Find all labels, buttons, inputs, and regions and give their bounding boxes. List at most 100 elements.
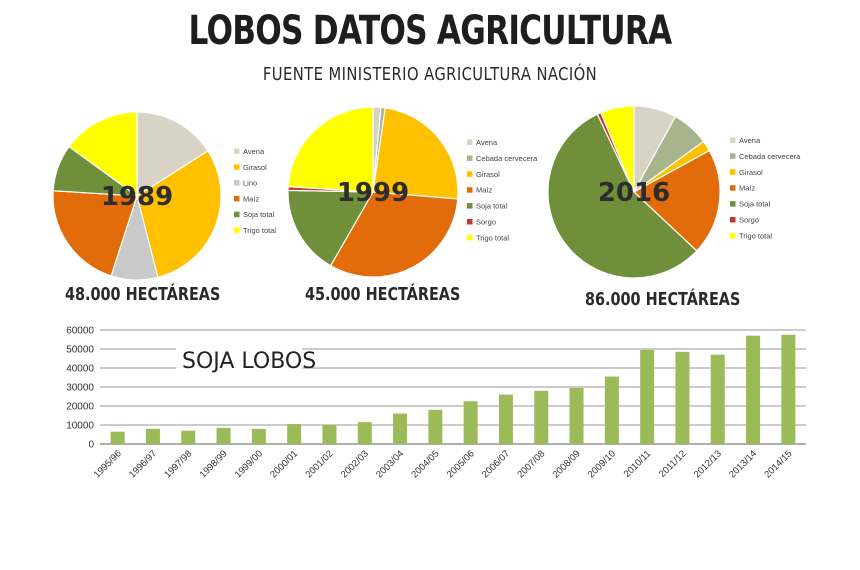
- x-tick-label: 2008/09: [551, 448, 583, 480]
- pie-year-label: 1989: [101, 182, 173, 212]
- legend-label-avena: Avena: [739, 136, 761, 145]
- bar-2000-01: [287, 424, 302, 444]
- pie-slice-avena: [136, 111, 209, 198]
- bar-2003-04: [393, 413, 408, 444]
- bar-1996-97: [145, 428, 160, 444]
- legend-label-soja-total: Soja total: [243, 210, 275, 219]
- legend-label-trigo-total: Trigo total: [739, 231, 772, 240]
- y-tick-label: 10000: [66, 421, 94, 432]
- bar-1998-99: [216, 427, 231, 444]
- x-tick-label: 2014/15: [762, 448, 794, 480]
- bar-2004-05: [428, 409, 443, 444]
- pie-caption-2016: 86.000 HECTÁREAS: [585, 289, 741, 310]
- x-tick-label: 2001/02: [304, 448, 336, 480]
- pie-caption-1999: 45.000 HECTÁREAS: [305, 284, 461, 305]
- x-tick-label: 2002/03: [339, 448, 371, 480]
- y-tick-label: 0: [88, 440, 94, 451]
- x-tick-label: 2004/05: [409, 448, 441, 480]
- x-tick-label: 2013/14: [727, 448, 759, 480]
- legend-swatch-avena: [467, 139, 473, 145]
- y-tick-label: 40000: [66, 364, 94, 375]
- legend-swatch-cebada-cervecera: [467, 155, 473, 161]
- legend-swatch-cebada-cervecera: [730, 153, 736, 159]
- legend-label-sorgo: Sorgo: [739, 216, 759, 225]
- legend-label-trigo-total: Trigo total: [243, 226, 276, 235]
- legend-label-maiz: Maíz: [476, 186, 493, 195]
- pie-slice-trigo-total: [287, 106, 374, 193]
- legend-swatch-girasol: [234, 164, 240, 170]
- pie-chart-1999: 1999 Avena Cebada cervecera Girasol Maíz Soja…: [287, 106, 538, 278]
- x-tick-label: 1998/99: [198, 448, 230, 480]
- x-tick-label: 2007/08: [515, 448, 547, 480]
- legend-swatch-maiz: [467, 187, 473, 193]
- x-tick-label: 1999/00: [233, 448, 265, 480]
- x-tick-label: 1996/97: [127, 448, 159, 480]
- chart-title: SOJA LOBOS: [182, 349, 316, 374]
- legend-swatch-soja-total: [467, 203, 473, 209]
- y-tick-label: 50000: [66, 345, 94, 356]
- x-tick-label: 2012/13: [692, 448, 724, 480]
- legend-label-girasol: Girasol: [476, 170, 500, 179]
- bar-2010-11: [640, 349, 655, 444]
- legend-swatch-lino: [234, 180, 240, 186]
- chart-title-background: [176, 343, 302, 375]
- legend-swatch-avena: [730, 137, 736, 143]
- bar-2007-08: [534, 390, 549, 444]
- pie-slice-soja-total: [547, 113, 698, 279]
- legend-label-girasol: Girasol: [243, 163, 267, 172]
- x-tick-label: 2011/12: [657, 448, 689, 480]
- pie-slice-girasol: [136, 150, 222, 279]
- page-title: LOBOS DATOS AGRICULTURA: [188, 8, 673, 54]
- bar-2014-15: [781, 334, 796, 444]
- legend-swatch-soja-total: [234, 211, 240, 218]
- legend-label-trigo-total: Trigo total: [476, 233, 509, 242]
- legend-swatch-soja-total: [730, 201, 736, 207]
- x-tick-label: 2000/01: [268, 448, 300, 480]
- pie-chart-2016: 2016 Avena Cebada cervecera Girasol Maíz Soja…: [547, 105, 801, 279]
- bar-2006-07: [498, 394, 513, 444]
- bar-2002-03: [357, 422, 372, 444]
- bar-1995-96: [110, 431, 125, 444]
- pie-year-label: 1999: [337, 178, 409, 208]
- bar-2011-12: [675, 351, 690, 444]
- legend-label-sorgo: Sorgo: [476, 218, 496, 227]
- x-tick-label: 2003/04: [374, 448, 406, 480]
- legend-swatch-trigo-total: [730, 232, 736, 239]
- legend-swatch-trigo-total: [234, 227, 240, 233]
- pie-year-label: 2016: [598, 178, 670, 208]
- x-tick-label: 2010/11: [622, 448, 654, 480]
- legend-swatch-maiz: [730, 185, 736, 191]
- legend-label-maiz: Maíz: [243, 194, 260, 203]
- x-tick-label: 1997/98: [162, 448, 194, 480]
- y-tick-label: 20000: [66, 402, 94, 413]
- legend-label-soja-total: Soja total: [739, 200, 771, 209]
- pie-slice-trigo-total: [600, 105, 635, 193]
- bar-2008-09: [569, 387, 584, 444]
- bar-2012-13: [710, 354, 725, 444]
- x-tick-label: 2006/07: [480, 448, 512, 480]
- bar-1997-98: [181, 430, 196, 444]
- x-tick-label: 2009/10: [586, 448, 618, 480]
- pie-slice-girasol: [372, 107, 459, 200]
- bar-1999-00: [251, 428, 266, 444]
- bar-2001-02: [322, 425, 337, 444]
- legend-swatch-sorgo: [467, 219, 473, 225]
- pie-slice-maiz: [632, 149, 721, 252]
- pie-slice-maiz: [52, 190, 138, 277]
- pie-slice-maiz: [329, 191, 459, 278]
- legend-swatch-sorgo: [730, 217, 736, 223]
- legend-swatch-girasol: [730, 169, 736, 175]
- legend-swatch-maiz: [234, 195, 240, 202]
- legend-swatch-girasol: [467, 171, 473, 177]
- legend-swatch-trigo-total: [467, 234, 473, 241]
- legend-swatch-avena: [234, 148, 240, 154]
- legend-label-cebada-cervecera: Cebada cervecera: [739, 152, 801, 161]
- legend-label-lino: Lino: [243, 179, 257, 188]
- page-subtitle: FUENTE MINISTERIO AGRICULTURA NACIÓN: [262, 64, 598, 85]
- pie-slice-soja-total: [287, 189, 375, 267]
- x-tick-label: 2005/06: [445, 448, 477, 480]
- legend-label-avena: Avena: [243, 147, 265, 156]
- y-tick-label: 30000: [66, 383, 94, 394]
